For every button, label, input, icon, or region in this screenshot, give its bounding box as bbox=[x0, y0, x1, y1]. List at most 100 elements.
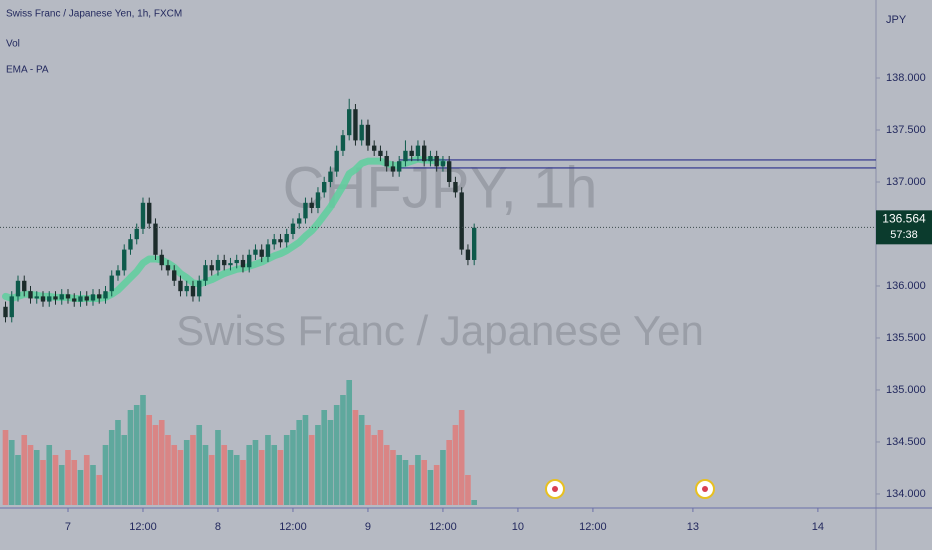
volume-bar bbox=[321, 410, 328, 505]
candle-body bbox=[253, 249, 258, 255]
candle-body bbox=[178, 280, 183, 292]
candle-body bbox=[190, 285, 196, 297]
volume-bar bbox=[302, 415, 309, 505]
volume-bar bbox=[65, 450, 71, 505]
y-axis-label: JPY bbox=[886, 14, 907, 26]
candle-body bbox=[34, 296, 39, 299]
candle-body bbox=[184, 285, 189, 292]
volume-bar bbox=[433, 465, 440, 505]
candle-body bbox=[140, 202, 146, 229]
volume-bar bbox=[421, 460, 428, 505]
x-tick-label: 12:00 bbox=[279, 521, 307, 533]
candle-body bbox=[359, 124, 364, 141]
candle-body bbox=[303, 202, 308, 219]
candle-body bbox=[97, 294, 102, 299]
volume-bar bbox=[152, 425, 159, 505]
candle-body bbox=[59, 294, 64, 300]
candle-body bbox=[53, 296, 58, 300]
candle-body bbox=[446, 161, 452, 182]
x-tick-label: 12:00 bbox=[579, 521, 607, 533]
volume-bar bbox=[52, 455, 59, 505]
volume-bar bbox=[196, 425, 203, 505]
candle-body bbox=[265, 244, 271, 257]
candle-body bbox=[78, 296, 83, 302]
candle-body bbox=[297, 218, 302, 224]
candle-body bbox=[465, 249, 471, 260]
volume-bar bbox=[283, 435, 290, 505]
candle-body bbox=[40, 296, 46, 302]
volume-bar bbox=[233, 455, 240, 505]
volume-bar bbox=[202, 445, 209, 505]
candle-body bbox=[440, 161, 446, 167]
volume-bar bbox=[227, 450, 234, 505]
candle-body bbox=[340, 135, 346, 151]
candle-body bbox=[153, 223, 158, 255]
volume-bar bbox=[83, 455, 90, 505]
watermark-subtitle: Swiss Franc / Japanese Yen bbox=[176, 307, 704, 354]
volume-bar bbox=[27, 445, 34, 505]
candle-body bbox=[272, 239, 277, 245]
x-tick-label: 12:00 bbox=[129, 521, 157, 533]
candle-body bbox=[209, 265, 214, 271]
event-marker[interactable] bbox=[545, 479, 565, 499]
volume-bar bbox=[165, 435, 171, 505]
volume-bar bbox=[171, 445, 178, 505]
candle-body bbox=[65, 294, 71, 299]
candle-body bbox=[372, 145, 377, 151]
candle-body bbox=[247, 254, 252, 268]
candle-body bbox=[453, 181, 458, 193]
volume-bar bbox=[290, 430, 296, 505]
candle-body bbox=[215, 259, 221, 271]
candle-body bbox=[422, 145, 427, 162]
volume-bar bbox=[133, 405, 140, 505]
volume-bar bbox=[277, 450, 284, 505]
candle-body bbox=[378, 150, 383, 156]
volume-bar bbox=[183, 440, 190, 505]
candle-body bbox=[172, 270, 177, 281]
candle-body bbox=[397, 161, 402, 172]
y-tick-label: 137.000 bbox=[886, 176, 926, 188]
candle-body bbox=[28, 291, 33, 299]
y-tick-label: 138.000 bbox=[886, 72, 926, 84]
candle-body bbox=[309, 202, 314, 208]
volume-bar bbox=[102, 445, 109, 505]
candle-body bbox=[328, 171, 333, 182]
volume-bar bbox=[452, 425, 459, 505]
volume-bar bbox=[21, 435, 28, 505]
volume-bar bbox=[190, 435, 196, 505]
volume-bar bbox=[221, 445, 228, 505]
candle-body bbox=[103, 291, 108, 299]
candle-body bbox=[334, 150, 339, 172]
candle-body bbox=[240, 259, 246, 268]
volume-bar bbox=[2, 430, 9, 505]
candle-body bbox=[84, 296, 89, 301]
volume-bar bbox=[33, 450, 40, 505]
chart-title: Swiss Franc / Japanese Yen, 1h, FXCM bbox=[6, 9, 182, 20]
volume-bar bbox=[346, 380, 353, 505]
volume-bar bbox=[327, 420, 334, 505]
candle-body bbox=[415, 145, 421, 156]
candle-body bbox=[22, 280, 27, 292]
volume-bar bbox=[208, 455, 215, 505]
countdown-label: 57:38 bbox=[890, 229, 918, 241]
candle-body bbox=[365, 124, 371, 146]
candle-body bbox=[409, 150, 414, 156]
volume-bar bbox=[146, 415, 153, 505]
price-label-box bbox=[876, 210, 932, 245]
volume-bar bbox=[177, 450, 184, 505]
volume-bar bbox=[108, 430, 115, 505]
indicator-label: Vol bbox=[6, 39, 20, 50]
volume-bar bbox=[71, 460, 78, 505]
volume-bar bbox=[333, 405, 340, 505]
candle-body bbox=[278, 239, 283, 243]
volume-bar bbox=[90, 465, 96, 505]
volume-bar bbox=[340, 395, 346, 505]
volume-bar bbox=[265, 435, 271, 505]
event-marker[interactable] bbox=[695, 479, 715, 499]
volume-bar bbox=[465, 475, 471, 505]
y-tick-label: 135.500 bbox=[886, 332, 926, 344]
candle-body bbox=[159, 254, 164, 266]
y-tick-label: 136.000 bbox=[886, 280, 926, 292]
volume-bar bbox=[315, 425, 321, 505]
volume-bar bbox=[383, 445, 390, 505]
